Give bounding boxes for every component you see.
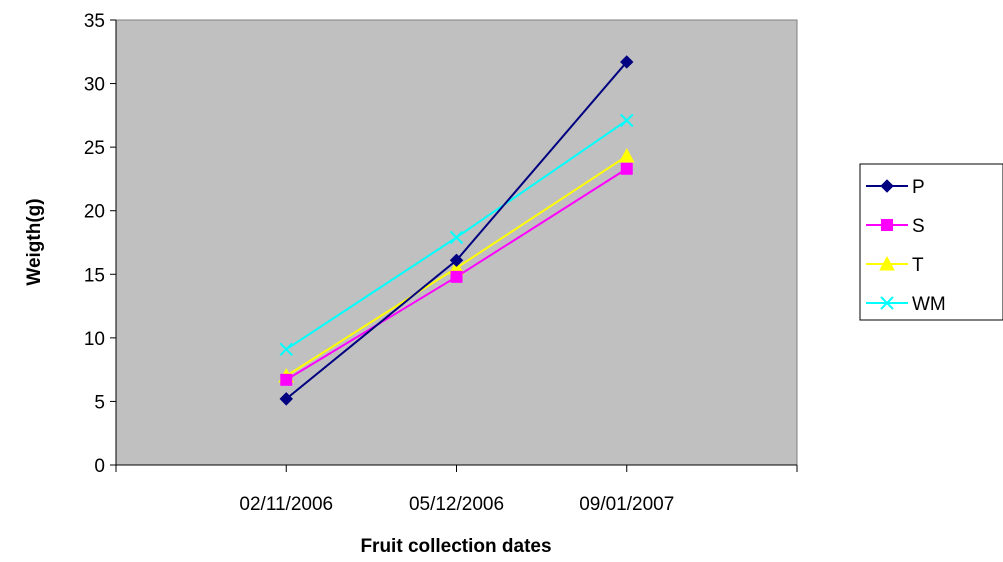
data-point-diamond bbox=[449, 253, 464, 268]
data-point-triangle bbox=[618, 147, 635, 163]
data-point-diamond bbox=[880, 179, 894, 193]
legend-item-p: P bbox=[866, 177, 925, 198]
data-point-square bbox=[881, 219, 893, 231]
data-point-x-stroke bbox=[880, 296, 894, 310]
y-tick-label: 5 bbox=[94, 392, 105, 413]
data-point-x-stroke bbox=[620, 113, 634, 128]
plot-area bbox=[115, 19, 798, 466]
x-tick-label: 05/12/2006 bbox=[409, 494, 504, 515]
y-tick-label: 35 bbox=[84, 11, 105, 32]
series-p bbox=[279, 55, 634, 406]
x-tick-label: 09/01/2007 bbox=[579, 494, 674, 515]
data-point-square bbox=[620, 162, 633, 175]
y-axis: 0 5 10 15 20 25 30 35 bbox=[84, 11, 117, 477]
data-point-x bbox=[279, 342, 293, 357]
legend-item-t: T bbox=[866, 255, 924, 276]
legend-item-s: S bbox=[866, 216, 925, 237]
data-point-diamond bbox=[279, 392, 293, 406]
legend-item-wm: WM bbox=[866, 294, 946, 315]
y-tick-label: 15 bbox=[84, 265, 105, 286]
legend: PST WM bbox=[859, 163, 1003, 321]
data-point-x-stroke bbox=[279, 342, 293, 357]
y-tick-label: 30 bbox=[84, 75, 105, 96]
y-tick-label: 10 bbox=[84, 329, 105, 350]
legend-label: T bbox=[912, 255, 924, 276]
x-tick-label: 02/11/2006 bbox=[239, 494, 333, 515]
y-tick-label: 20 bbox=[84, 202, 105, 223]
x-axis: 02/11/2006 05/12/2006 09/01/2007 bbox=[115, 464, 798, 515]
data-point-diamond bbox=[620, 55, 634, 69]
y-tick-label: 25 bbox=[84, 138, 105, 159]
legend-label: P bbox=[912, 177, 925, 198]
x-axis-title: Fruit collection dates bbox=[360, 536, 551, 557]
legend-box bbox=[859, 163, 1003, 321]
series-wm bbox=[279, 113, 634, 357]
data-point-triangle bbox=[879, 255, 895, 271]
data-point-square bbox=[280, 373, 293, 386]
data-point-x bbox=[449, 230, 464, 245]
data-point-x bbox=[620, 113, 634, 128]
data-point-x bbox=[880, 296, 894, 310]
series-lines bbox=[278, 55, 635, 406]
data-point-square bbox=[450, 270, 463, 283]
legend-label: WM bbox=[912, 294, 946, 315]
legend-label: S bbox=[912, 216, 925, 237]
y-axis-title: Weigth(g) bbox=[24, 198, 45, 285]
series-s bbox=[280, 162, 633, 386]
y-tick-label: 0 bbox=[94, 456, 105, 477]
data-point-x-stroke bbox=[449, 230, 464, 245]
